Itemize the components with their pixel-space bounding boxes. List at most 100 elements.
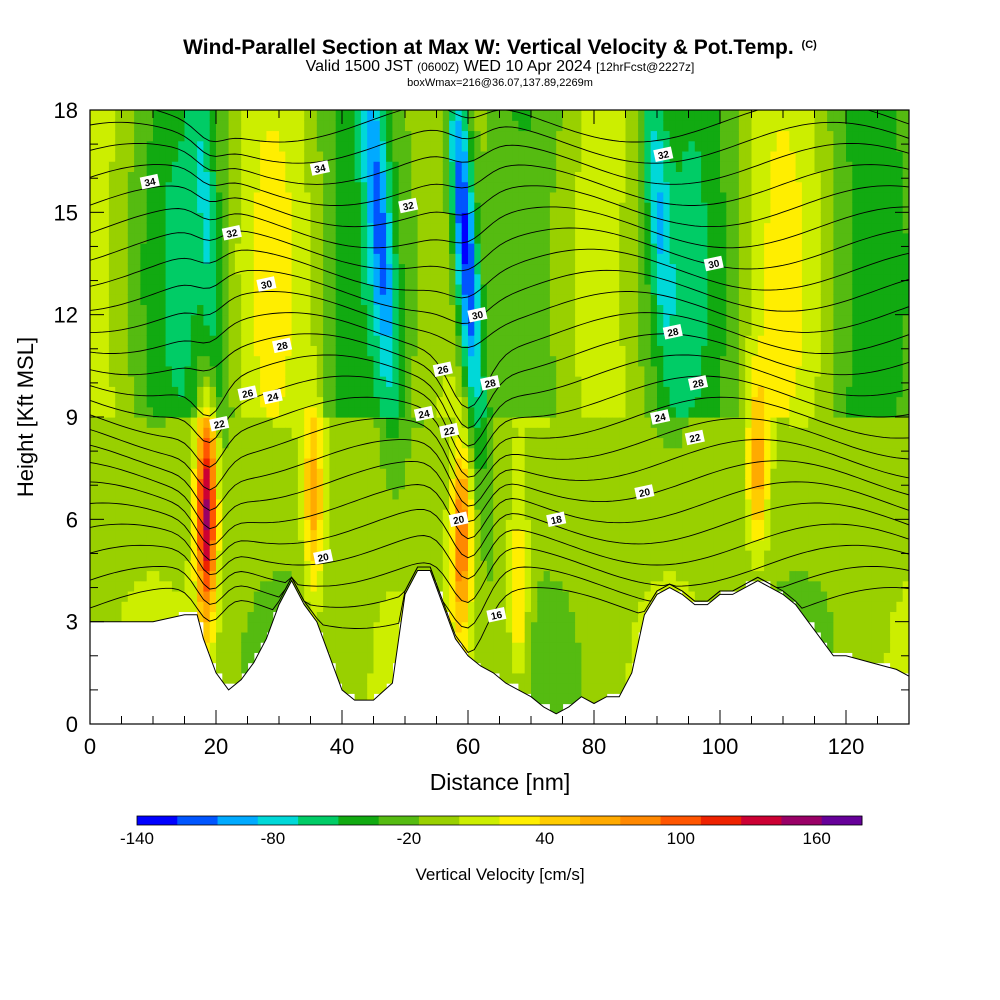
velocity-cell (279, 130, 286, 142)
velocity-cell (537, 631, 545, 643)
velocity-cell (171, 212, 179, 224)
velocity-cell (115, 457, 123, 469)
velocity-cell (455, 253, 463, 265)
velocity-cell (178, 427, 186, 439)
velocity-cell (285, 550, 293, 561)
velocity-cell (102, 294, 110, 306)
velocity-cell (247, 550, 255, 561)
velocity-cell (631, 345, 639, 357)
velocity-cell (184, 222, 192, 234)
velocity-cell (411, 396, 419, 408)
velocity-cell (342, 335, 349, 346)
velocity-cell (486, 621, 494, 633)
velocity-cell (115, 243, 123, 254)
velocity-cell (581, 447, 589, 459)
velocity-cell (549, 314, 557, 326)
velocity-cell (367, 191, 375, 203)
velocity-cell (184, 509, 192, 520)
velocity-cell (108, 150, 116, 162)
velocity-cell (398, 110, 406, 121)
velocity-cell (417, 314, 425, 326)
velocity-cell (96, 539, 104, 551)
velocity-cell (568, 232, 576, 244)
velocity-cell (253, 601, 261, 613)
velocity-cell (304, 550, 312, 561)
velocity-cell (644, 447, 652, 459)
velocity-cell (612, 283, 620, 295)
velocity-cell (486, 304, 494, 316)
velocity-cell (153, 191, 160, 203)
velocity-cell (279, 110, 286, 121)
velocity-cell (442, 570, 450, 582)
velocity-cell (216, 406, 223, 418)
velocity-cell (134, 181, 141, 193)
velocity-cell (638, 345, 645, 357)
velocity-cell (209, 498, 217, 510)
velocity-cell (505, 314, 513, 326)
velocity-cell (348, 406, 356, 418)
velocity-cell (449, 498, 456, 510)
velocity-cell (417, 120, 425, 132)
velocity-cell (594, 611, 601, 623)
velocity-cell (606, 662, 614, 674)
velocity-cell (323, 457, 330, 469)
velocity-cell (121, 202, 129, 213)
velocity-cell (594, 222, 601, 234)
velocity-cell (247, 294, 255, 306)
velocity-cell (480, 150, 488, 162)
velocity-cell (178, 437, 186, 449)
velocity-cell (153, 560, 160, 572)
velocity-cell (96, 171, 104, 183)
velocity-cell (247, 601, 255, 613)
velocity-cell (556, 427, 564, 439)
velocity-cell (423, 283, 431, 295)
velocity-cell (638, 611, 645, 623)
velocity-cell (663, 110, 671, 121)
velocity-cell (657, 550, 664, 561)
velocity-cell (405, 529, 412, 541)
velocity-cell (518, 243, 526, 254)
velocity-cell (612, 150, 620, 162)
velocity-cell (543, 642, 551, 653)
velocity-cell (606, 304, 614, 316)
velocity-cell (354, 202, 362, 213)
velocity-cell (241, 283, 249, 295)
velocity-cell (90, 468, 97, 479)
velocity-cell (562, 314, 570, 326)
velocity-cell (310, 212, 318, 224)
velocity-cell (297, 396, 305, 408)
velocity-cell (178, 457, 186, 469)
velocity-cell (134, 457, 141, 469)
velocity-cell (524, 509, 532, 520)
velocity-cell (323, 365, 330, 377)
velocity-cell (121, 529, 129, 541)
velocity-cell (329, 457, 337, 469)
velocity-cell (512, 447, 519, 459)
velocity-cell (493, 498, 501, 510)
velocity-cell (253, 498, 261, 510)
velocity-cell (146, 406, 154, 418)
velocity-cell (587, 417, 595, 428)
velocity-cell (644, 314, 652, 326)
velocity-cell (562, 232, 570, 244)
velocity-cell (543, 519, 551, 531)
velocity-cell (379, 621, 387, 633)
velocity-cell (379, 672, 387, 684)
velocity-cell (392, 590, 400, 602)
velocity-cell (524, 457, 532, 469)
velocity-cell (537, 283, 545, 295)
velocity-cell (386, 150, 393, 162)
velocity-cell (625, 590, 633, 602)
velocity-cell (342, 662, 349, 674)
velocity-cell (600, 181, 608, 193)
velocity-cell (184, 314, 192, 326)
velocity-cell (108, 560, 116, 572)
velocity-cell (209, 365, 217, 377)
velocity-cell (417, 376, 425, 387)
velocity-cell (121, 161, 129, 172)
velocity-cell (241, 140, 249, 152)
velocity-cell (430, 212, 438, 224)
velocity-cell (373, 181, 381, 193)
velocity-cell (625, 560, 633, 572)
velocity-cell (600, 539, 608, 551)
